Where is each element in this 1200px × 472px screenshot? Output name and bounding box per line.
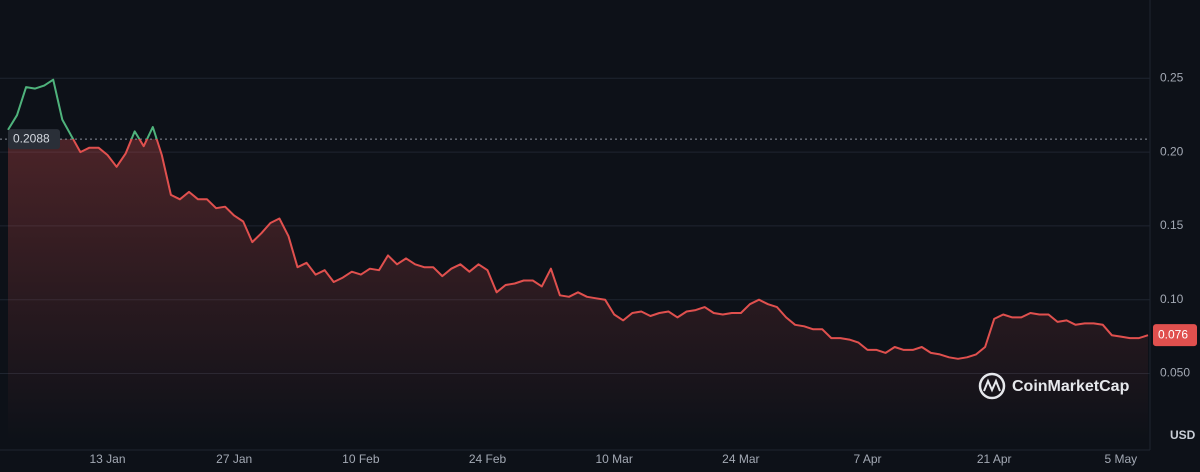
y-tick-label: 0.10 [1160,292,1184,306]
x-tick-label: 13 Jan [90,452,126,466]
y-tick-label: 0.25 [1160,70,1184,84]
x-tick-label: 10 Feb [342,452,380,466]
y-tick-label: 0.050 [1160,366,1190,380]
x-tick-label: 10 Mar [596,452,633,466]
price-line [7,78,1149,360]
x-tick-label: 7 Apr [854,452,882,466]
x-tick-label: 24 Feb [469,452,507,466]
x-tick-label: 27 Jan [216,452,252,466]
reference-label: 0.2088 [13,131,50,145]
watermark: CoinMarketCap [978,372,1130,400]
logo-mark [983,378,1001,393]
logo [978,372,1006,400]
currency: USD [1170,428,1196,442]
x-tick-label: 21 Apr [977,452,1012,466]
reference-label-box [8,129,60,150]
plot: 0.2088 0.076 [0,78,1197,440]
x-tick-label: 5 May [1105,452,1138,466]
area-fill [8,139,1148,440]
y-tick-label: 0.20 [1160,144,1184,158]
watermark-text: CoinMarketCap [1012,378,1130,395]
x-tick-label: 24 Mar [722,452,759,466]
price-label-box [1153,324,1197,347]
y-tick-label: 0.15 [1160,218,1184,232]
grid: 0.050 0.10 0.15 0.20 0.25 13 Jan 27 Jan 10 Feb 2… [0,0,1190,466]
price-label: 0.076 [1158,327,1188,341]
